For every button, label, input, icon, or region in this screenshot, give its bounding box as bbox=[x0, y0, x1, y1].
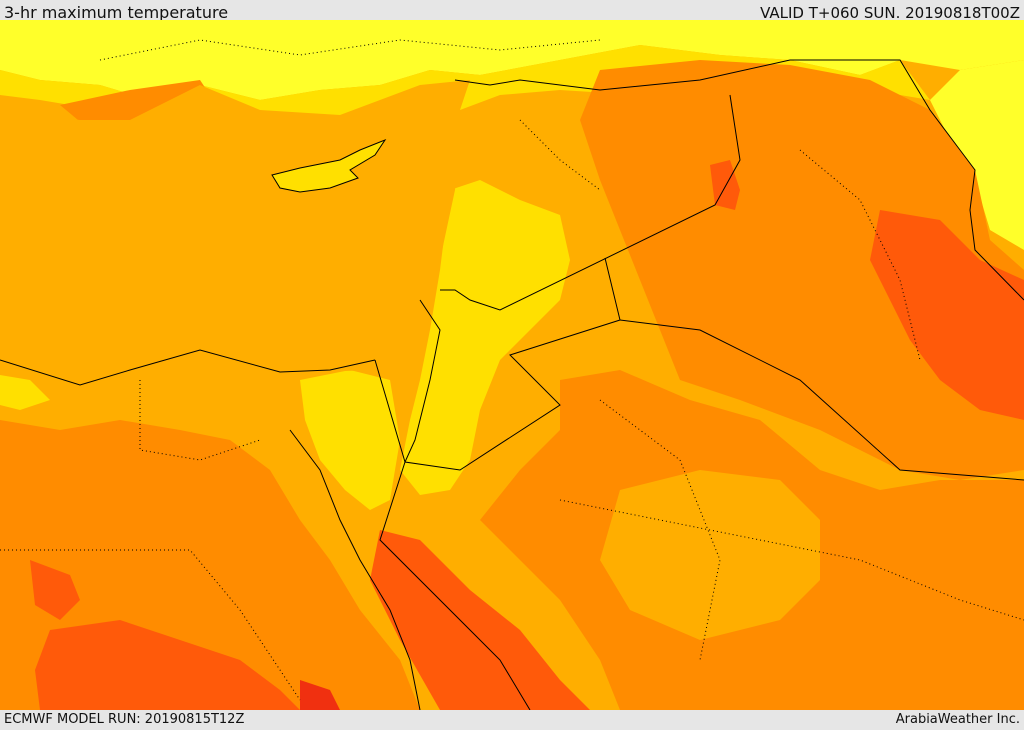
yellow-zone-sinai bbox=[300, 370, 400, 510]
yellow-zone-med-coast bbox=[0, 375, 50, 410]
temperature-map[interactable] bbox=[0, 20, 1024, 710]
country-borders bbox=[0, 59, 1024, 710]
footer-bar: ECMWF MODEL RUN: 20190815T12Z ArabiaWeat… bbox=[0, 710, 1024, 729]
header-bar: 3-hr maximum temperature VALID T+060 SUN… bbox=[0, 0, 1024, 22]
dark-orange-zone-redsea bbox=[370, 530, 590, 710]
orange-zone-iraq bbox=[580, 60, 1024, 480]
map-canvas bbox=[0, 20, 1024, 710]
valid-time-label: VALID T+060 SUN. 20190818T00Z bbox=[760, 4, 1020, 22]
credit-label: ArabiaWeather Inc. bbox=[895, 712, 1020, 727]
mediterranean-sea bbox=[0, 80, 470, 375]
red-orange-zone-egypt bbox=[300, 680, 340, 710]
cyprus-outline bbox=[271, 138, 387, 193]
pale-yellow-zone-northeast bbox=[930, 60, 1024, 250]
map-title: 3-hr maximum temperature bbox=[4, 3, 229, 22]
light-orange-zone-saudi bbox=[600, 470, 820, 640]
dark-orange-zone-iraq bbox=[870, 210, 1024, 420]
pale-yellow-zone-north bbox=[0, 20, 1024, 100]
model-run-label: ECMWF MODEL RUN: 20190815T12Z bbox=[4, 712, 245, 727]
province-borders bbox=[0, 39, 1024, 701]
yellow-zone-levant bbox=[400, 180, 570, 495]
dark-orange-zone-egypt bbox=[30, 560, 300, 710]
